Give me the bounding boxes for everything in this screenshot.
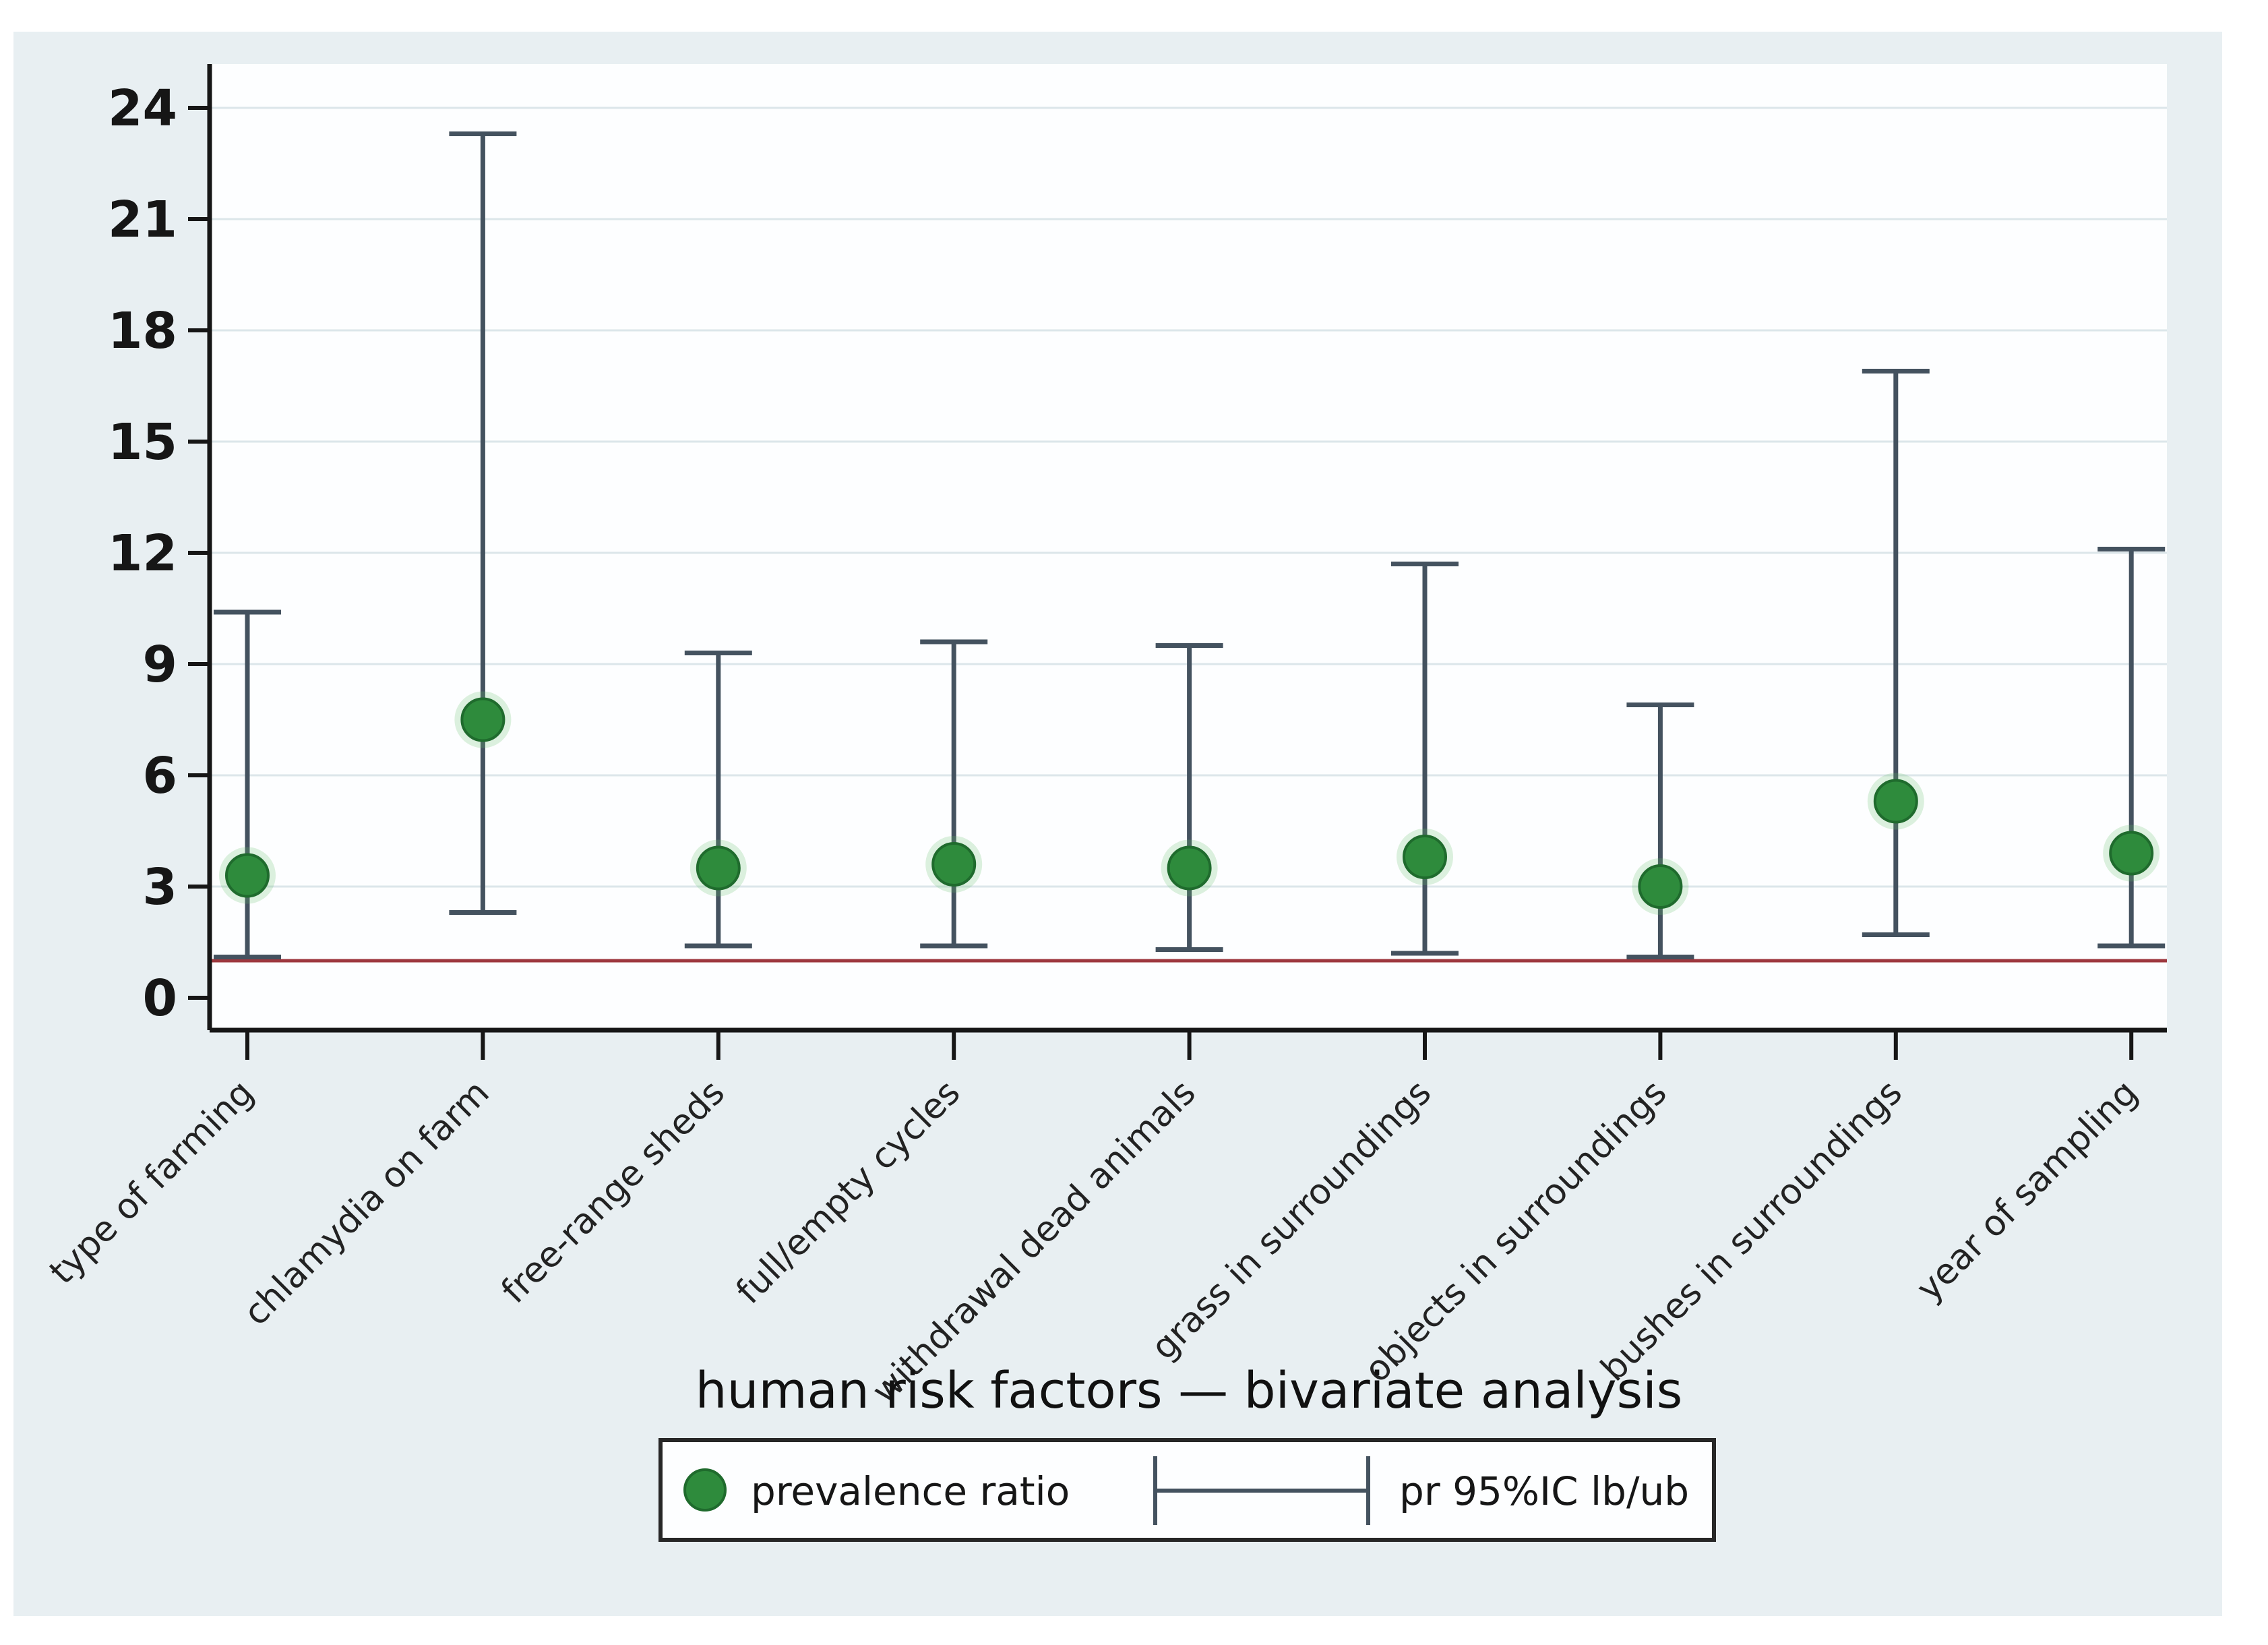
ci-group xyxy=(214,609,281,959)
ci-group xyxy=(684,651,752,949)
prevalence-dot xyxy=(225,853,270,898)
axes-layer: 0 3 6 9 12 15 18 21 24 xyxy=(108,64,2167,1060)
legend-ci-whisker-icon xyxy=(1153,1456,1370,1525)
y-tick-label: 21 xyxy=(108,191,177,249)
ci-group xyxy=(1862,369,1930,937)
data-marks-layer xyxy=(214,131,2166,959)
prevalence-dot xyxy=(1873,779,1918,824)
chart-title: human risk factors — bivariate analysis xyxy=(696,1362,1683,1420)
prevalence-dot xyxy=(460,697,505,742)
y-tick-label: 0 xyxy=(143,969,178,1027)
prevalence-dot xyxy=(1403,835,1447,879)
y-tick-label: 12 xyxy=(108,525,177,582)
ci-group xyxy=(2097,547,2166,949)
ci-group xyxy=(1155,643,1223,952)
prevalence-dot xyxy=(2109,831,2154,876)
y-tick-label: 15 xyxy=(108,413,177,471)
prevalence-dot xyxy=(931,842,977,887)
legend-ci-label: pr 95%IC lb/ub xyxy=(1399,1468,1689,1514)
legend-prevalence-dot-icon xyxy=(683,1468,727,1512)
prevalence-dot xyxy=(1638,864,1683,909)
y-tick-label: 24 xyxy=(108,80,177,138)
prevalence-dot xyxy=(1167,845,1212,891)
ci-group xyxy=(1391,562,1459,956)
y-tick-label: 6 xyxy=(143,747,178,805)
legend: prevalence ratio pr 95%IC lb/ub xyxy=(658,1438,1716,1542)
ci-group xyxy=(1626,702,1694,959)
prevalence-dot xyxy=(696,845,741,891)
y-tick-label: 3 xyxy=(143,858,178,916)
legend-marker-label: prevalence ratio xyxy=(751,1468,1070,1514)
ci-group xyxy=(449,131,517,915)
ci-group xyxy=(920,639,988,949)
y-tick-label: 9 xyxy=(143,636,178,694)
y-tick-label: 18 xyxy=(108,302,177,360)
